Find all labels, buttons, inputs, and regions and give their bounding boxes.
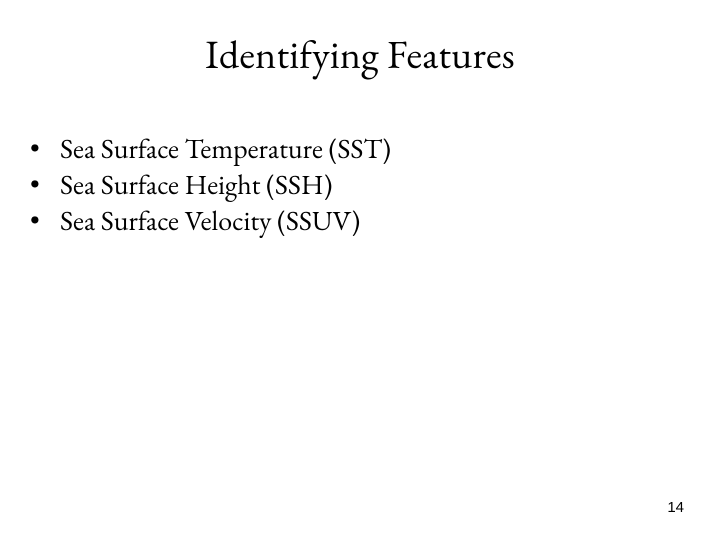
bullet-icon: • bbox=[28, 168, 60, 204]
list-item: • Sea Surface Height (SSH) bbox=[28, 168, 668, 204]
list-item: • Sea Surface Velocity (SSUV) bbox=[28, 204, 668, 240]
bullet-icon: • bbox=[28, 132, 60, 168]
bullet-icon: • bbox=[28, 204, 60, 240]
bullet-text: Sea Surface Velocity (SSUV) bbox=[60, 204, 668, 240]
bullet-list: • Sea Surface Temperature (SST) • Sea Su… bbox=[28, 132, 668, 239]
bullet-text: Sea Surface Temperature (SST) bbox=[60, 132, 668, 168]
bullet-text: Sea Surface Height (SSH) bbox=[60, 168, 668, 204]
slide: Identifying Features • Sea Surface Tempe… bbox=[0, 0, 720, 540]
slide-title: Identifying Features bbox=[0, 28, 720, 80]
page-number: 14 bbox=[667, 499, 684, 516]
list-item: • Sea Surface Temperature (SST) bbox=[28, 132, 668, 168]
